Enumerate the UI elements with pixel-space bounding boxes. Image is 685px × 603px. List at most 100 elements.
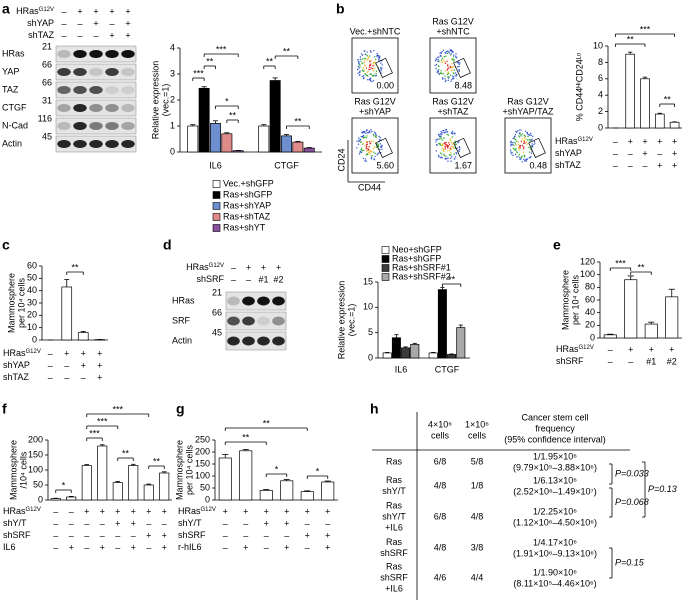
flow-dot	[381, 144, 383, 147]
condition-label: shYAP	[3, 360, 30, 370]
flow-dot	[364, 57, 367, 60]
blot-header-mark: +	[276, 262, 281, 272]
significance-label: *	[316, 466, 320, 476]
flow-dot	[458, 149, 460, 152]
flow-dot	[369, 78, 371, 80]
flow-dot	[445, 155, 447, 158]
flow-dot	[513, 144, 515, 147]
flow-dot	[380, 70, 382, 72]
condition-mark: +	[657, 136, 662, 146]
flow-dot	[447, 64, 449, 66]
condition-mark: –	[115, 542, 120, 552]
y-tick-label: 8	[598, 57, 603, 67]
y-tick-label: 50	[200, 482, 210, 492]
flow-dot	[448, 52, 450, 54]
flow-dot	[523, 154, 526, 157]
frequency: (9.79×10⁵–3.88×10⁶)	[513, 462, 597, 472]
condition-label-sup: G12V	[201, 507, 216, 513]
flow-dot	[361, 58, 363, 61]
flow-dot	[373, 68, 375, 70]
flow-dot	[514, 135, 516, 137]
table-cell: 3/8	[471, 542, 484, 552]
flow-dot	[377, 143, 379, 146]
flow-dot	[438, 155, 440, 158]
flow-dot	[365, 132, 367, 135]
condition-mark: +	[672, 160, 677, 170]
flow-dot	[513, 137, 516, 140]
condition-mark: –	[305, 542, 310, 552]
flow-dot	[437, 69, 440, 71]
condition-mark: +	[100, 506, 105, 516]
flow-dot	[370, 151, 373, 153]
flow-dot	[357, 65, 360, 68]
condition-mark: +	[69, 542, 74, 552]
flow-dot	[442, 144, 444, 147]
significance-label: **	[637, 262, 645, 272]
flow-dot	[448, 142, 450, 144]
flow-dot	[367, 149, 369, 151]
condition-label-sup: G12V	[578, 137, 593, 143]
condition-label-main: shSRF	[178, 530, 206, 540]
row-name: shY/T	[382, 486, 406, 496]
flow-dot	[531, 138, 533, 140]
frequency: 1/2.25×10⁶	[533, 506, 577, 516]
flow-dot	[453, 60, 455, 62]
blot-band	[121, 68, 135, 76]
flow-dot	[440, 130, 442, 133]
flow-dot	[370, 59, 372, 62]
flow-dot	[524, 138, 526, 140]
flow-dot	[524, 135, 527, 138]
flow-dot	[363, 69, 366, 71]
flow-dot	[450, 151, 452, 154]
flow-dot	[519, 149, 521, 151]
table-cell: 4/8	[434, 480, 447, 490]
flow-dot	[373, 151, 375, 153]
y-tick-label: 0	[205, 494, 210, 504]
flow-dot	[526, 158, 528, 160]
flow-dot	[510, 143, 513, 146]
table-cell: 4/8	[471, 511, 484, 521]
condition-mark: +	[305, 506, 310, 516]
flow-dot	[376, 154, 378, 156]
flow-dot	[374, 63, 376, 65]
flow-dot	[520, 133, 522, 136]
table-header: frequency	[535, 423, 575, 433]
condition-mark: +	[325, 506, 330, 516]
flow-dot	[441, 153, 443, 155]
legend-label: Ras+shGFP	[392, 253, 441, 263]
flow-dot	[358, 62, 360, 65]
blot-header-mark: –	[77, 18, 82, 28]
flow-dot	[445, 129, 447, 131]
flow-dot	[450, 145, 453, 147]
flow-dot	[366, 132, 369, 134]
blot-band	[57, 122, 71, 130]
p-value: P=0.068	[615, 497, 649, 507]
flow-dot	[513, 148, 515, 151]
flow-dot	[363, 70, 365, 73]
flow-dot	[441, 78, 444, 80]
flow-dot	[362, 135, 364, 137]
flow-dot	[510, 149, 512, 151]
flow-dot	[363, 137, 365, 139]
condition-mark: –	[264, 530, 269, 540]
blot-header-mark: +	[125, 18, 130, 28]
flow-dot	[440, 144, 442, 147]
y-tick-label: 80	[585, 282, 595, 292]
y-tick-label: 10	[27, 322, 37, 332]
condition-mark: –	[131, 530, 136, 540]
bar	[198, 87, 210, 153]
bar	[50, 498, 61, 501]
flow-dot	[438, 56, 440, 58]
flow-dot	[520, 135, 522, 137]
table-cell: 4/4	[471, 572, 484, 582]
flow-dot	[452, 147, 455, 149]
flow-dot	[365, 74, 367, 76]
bar	[447, 354, 457, 359]
y-tick-label: 10	[363, 302, 373, 312]
condition-mark: –	[48, 348, 53, 358]
flow-dot	[357, 59, 359, 61]
condition-mark: –	[325, 518, 330, 528]
blot-band	[121, 122, 135, 130]
flow-dot	[532, 135, 534, 137]
blot-band	[57, 68, 71, 76]
